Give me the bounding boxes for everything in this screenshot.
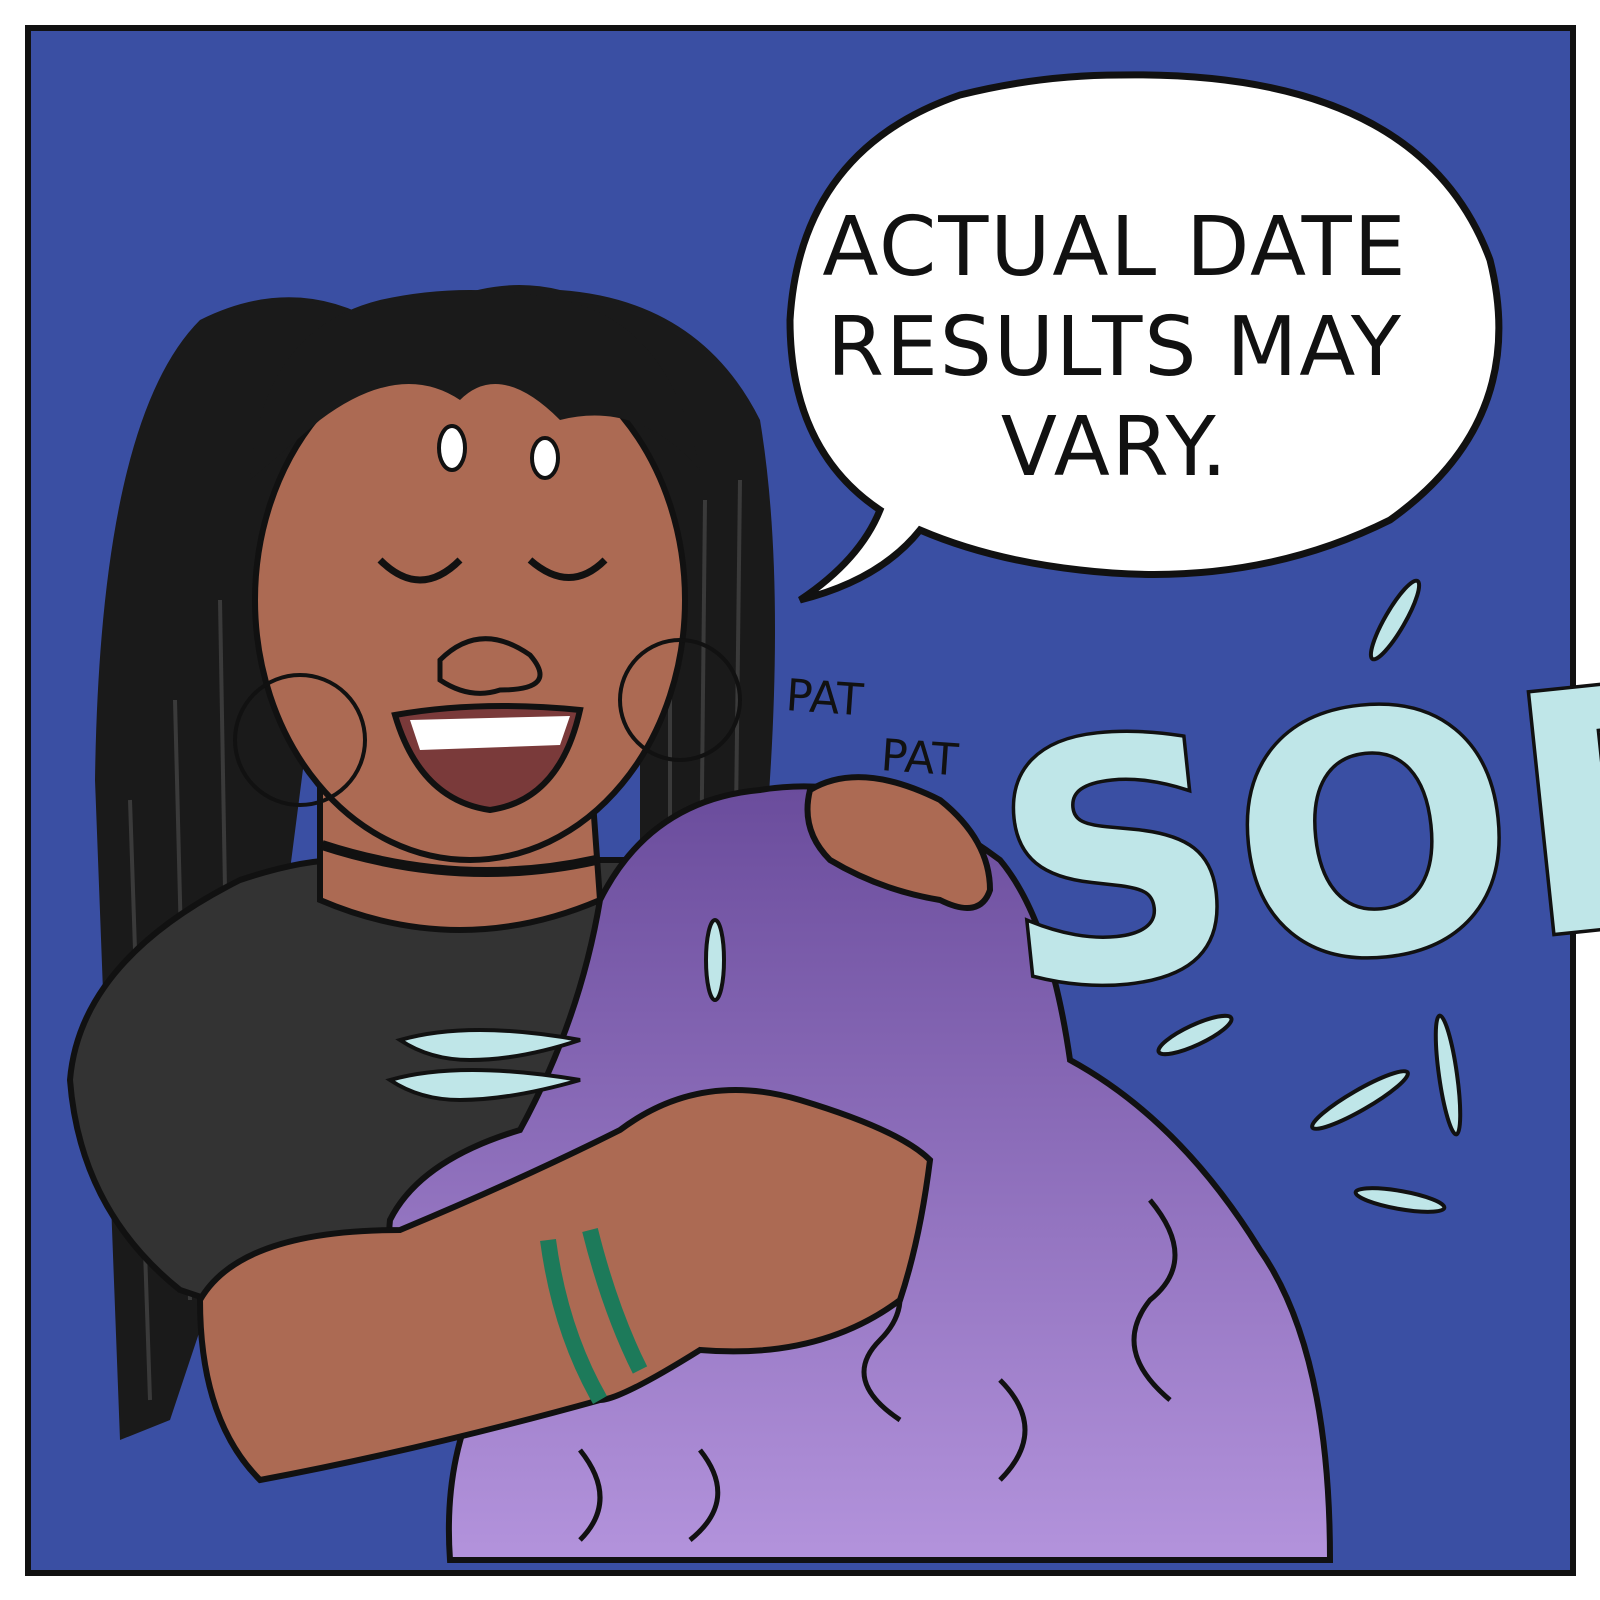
nose xyxy=(437,636,543,696)
sweat-drop xyxy=(437,424,467,472)
tear-droplets xyxy=(704,578,1463,1214)
hair-top xyxy=(250,290,700,480)
patting-hand xyxy=(804,774,994,911)
sweat-drop xyxy=(530,436,560,480)
speech-balloon xyxy=(786,71,1503,604)
holding-arm xyxy=(196,1087,934,1484)
balloon-line-3: VARY. xyxy=(1001,400,1229,495)
eye-left-closed xyxy=(377,557,463,584)
sfx-pat-1: PAT xyxy=(784,670,865,726)
teeth xyxy=(410,716,570,750)
hoop-earring-right xyxy=(618,638,742,762)
purple-hair-curls xyxy=(578,1198,1178,1542)
green-bracelet xyxy=(540,1228,648,1404)
balloon-line-2: RESULTS MAY xyxy=(827,300,1403,395)
sfx-pat-2: PAT xyxy=(879,730,960,786)
eye-right-closed xyxy=(527,557,608,581)
tear-splash xyxy=(385,1028,581,1103)
balloon-line-1: ACTUAL DATE xyxy=(822,200,1407,295)
hoop-earring-left xyxy=(233,673,367,807)
choker-necklace xyxy=(320,840,598,877)
